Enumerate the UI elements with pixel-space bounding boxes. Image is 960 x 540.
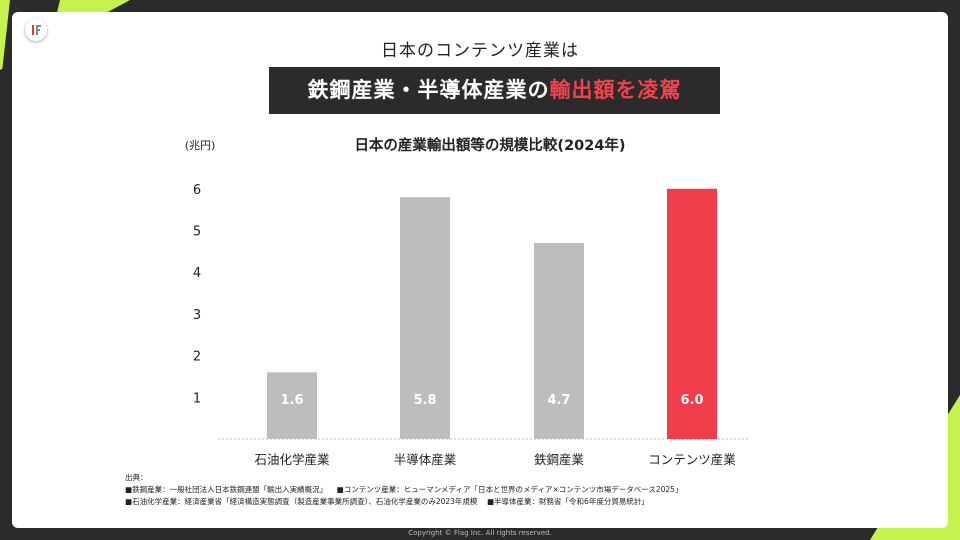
source-semiconductor: ■半導体産業：財務省「令和6年度分貿易統計」 [486,497,649,506]
x-tick-label: 石油化学産業 [254,452,330,467]
x-tick-label: 半導体産業 [394,452,457,467]
bar [400,197,450,439]
headline-prefix: 鉄鋼産業・半導体産業の [307,78,550,102]
brand-logo-icon [25,19,47,41]
source-line-1: ■鉄鋼産業：一般社団法人日本鉄鋼連盟「輸出入実績概況」 ■コンテンツ産業：ヒュー… [125,484,682,496]
bar-value-label: 1.6 [280,393,303,408]
x-tick-label: 鉄鋼産業 [534,452,585,467]
bar-value-label: 5.8 [413,393,436,408]
y-tick-label: 3 [193,308,201,323]
sources-heading: 出典： [125,473,148,482]
slide-subtitle: 日本のコンテンツ産業は [381,41,579,61]
source-petrochem: ■石油化学産業：経済産業省「経済構造実態調査（製造産業事業所調査）、石油化学産業… [125,497,478,506]
y-axis-unit-label: (兆円) [185,139,216,152]
sources-block: 出典： ■鉄鋼産業：一般社団法人日本鉄鋼連盟「輸出入実績概況」 ■コンテンツ産業… [125,472,682,508]
slide-card: 日本のコンテンツ産業は 鉄鋼産業・半導体産業の輸出額を凌駕 日本の産業輸出額等の… [12,12,948,528]
copyright-text: Copyright © Flag Inc. All rights reserve… [408,529,552,537]
headline-highlight: 輸出額を凌駕 [549,78,682,102]
slide-headline: 鉄鋼産業・半導体産業の輸出額を凌駕 [269,67,720,114]
bar-value-label: 6.0 [680,393,703,408]
bar [534,243,584,439]
chart-title: 日本の産業輸出額等の規模比較(2024年) [354,136,625,154]
y-tick-label: 1 [193,391,201,406]
bar [667,188,717,439]
bar [267,372,317,439]
y-tick-label: 4 [193,266,201,281]
bar-value-label: 4.7 [547,393,570,408]
y-tick-label: 5 [193,225,201,240]
x-tick-label: コンテンツ産業 [648,452,736,467]
bar-chart: 日本の産業輸出額等の規模比較(2024年) (兆円) 1 2 3 4 5 6 1.6 5.8… [185,136,750,467]
y-tick-label: 6 [193,183,201,198]
source-content: ■コンテンツ産業：ヒューマンメディア「日本と世界のメディア×コンテンツ市場データ… [336,485,683,494]
y-tick-label: 2 [193,350,201,365]
source-steel: ■鉄鋼産業：一般社団法人日本鉄鋼連盟「輸出入実績概況」 [125,485,328,494]
source-line-2: ■石油化学産業：経済産業省「経済構造実態調査（製造産業事業所調査）、石油化学産業… [125,496,682,508]
